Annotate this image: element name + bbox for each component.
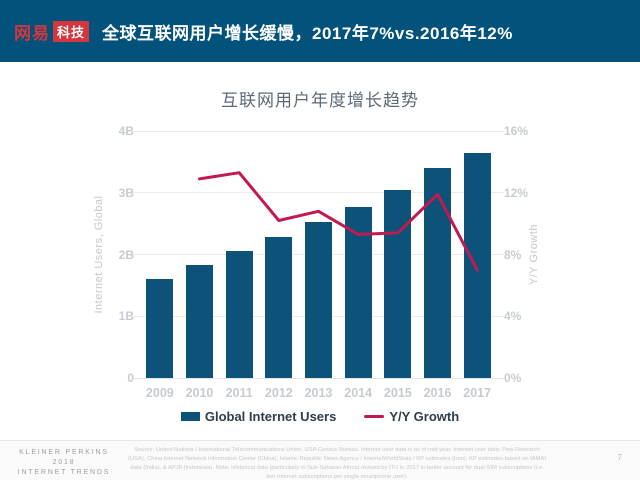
bar-2011 [225, 250, 253, 378]
x-axis-labels: 2009 2010 2011 2012 2013 2014 2015 2016 2017 [140, 386, 497, 402]
bar-2013 [305, 222, 332, 378]
growth-line [198, 171, 479, 272]
legend: Global Internet Users Y/Y Growth [0, 406, 640, 426]
bar-2010 [186, 265, 213, 378]
axis-tick-label: 12% [504, 185, 529, 200]
footer: KLEINER PERKINS 2018 INTERNET TRENDS Sou… [0, 440, 640, 480]
bar-2012 [265, 237, 293, 378]
axis-tick-label: 0% [504, 371, 522, 385]
bar-series-swatch [180, 411, 200, 421]
left-axis-ticks: 0 1B 2B 3B 4B [0, 124, 134, 385]
header: 网易 科技 全球互联网用户增长缓慢，2017年7%vs.2016年12% [0, 0, 640, 62]
legend-item-line: Y/Y Growth [364, 409, 459, 424]
x-label-2015: 2015 [383, 386, 412, 400]
legend-item-bars: Global Internet Users [180, 408, 337, 424]
bar-2009 [146, 279, 174, 378]
x-label-2010: 2010 [185, 386, 214, 400]
bar-2017 [463, 153, 491, 378]
axis-tick-label: 0 [127, 371, 134, 385]
x-label-2009: 2009 [145, 386, 174, 400]
x-label-2013: 2013 [304, 386, 333, 400]
tech-logo-badge: 科技 [53, 20, 90, 42]
axis-tick-label: 1B [118, 309, 134, 324]
page-title: 全球互联网用户增长缓慢，2017年7%vs.2016年12% [102, 23, 513, 43]
page-number: 7 [617, 453, 622, 462]
source-note: Source: United Nations / International T… [128, 447, 546, 480]
plot-area [132, 130, 504, 379]
x-label-2012: 2012 [264, 386, 293, 400]
axis-tick-label: 3B [118, 185, 134, 200]
brand-year: 2018 [52, 459, 76, 467]
legend-bar-label: Global Internet Users [204, 408, 337, 424]
legend-line-label: Y/Y Growth [389, 408, 460, 424]
gridline [132, 130, 504, 132]
axis-tick-label: 4B [118, 124, 134, 138]
line-series-swatch [364, 414, 385, 418]
netease-tech-logo: 网易 科技 [14, 19, 90, 44]
growth-line-chart [198, 171, 479, 272]
right-axis-ticks: 0% 4% 8% 12% 16% [504, 124, 564, 385]
chart-title: 互联网用户年度增长趋势 [221, 91, 419, 110]
x-label-2014: 2014 [344, 386, 373, 400]
brand-report: INTERNET TRENDS [17, 469, 111, 477]
brand-name: KLEINER PERKINS [19, 449, 109, 456]
axis-tick-label: 4% [504, 309, 522, 324]
x-label-2011: 2011 [225, 386, 253, 400]
gridline [132, 192, 504, 194]
axis-tick-label: 16% [504, 124, 529, 138]
x-label-2016: 2016 [423, 386, 452, 400]
axis-tick-label: 8% [504, 247, 522, 262]
gridline [132, 377, 504, 379]
x-label-2017: 2017 [463, 386, 492, 400]
bar-2015 [384, 190, 412, 378]
axis-tick-label: 2B [118, 247, 134, 262]
brand-block: KLEINER PERKINS 2018 INTERNET TRENDS [0, 448, 128, 478]
netease-logo-text: 网易 [14, 23, 50, 43]
